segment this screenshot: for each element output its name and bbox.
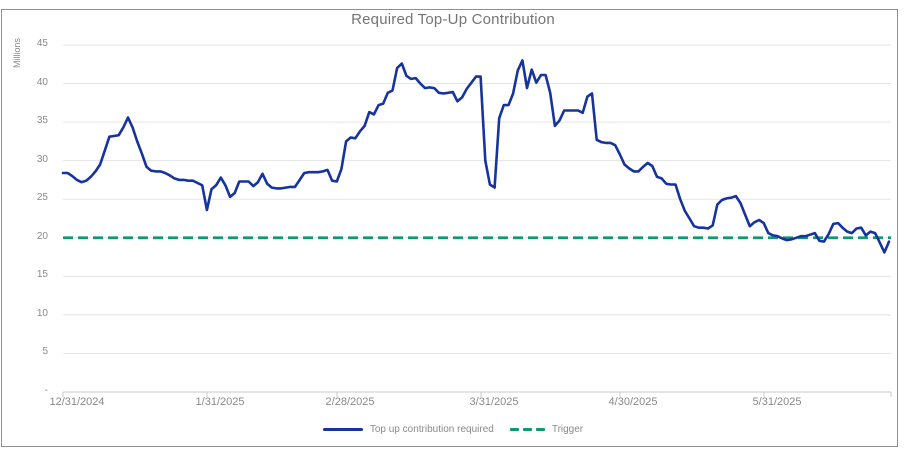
y-tick-label-25: 25	[36, 192, 48, 203]
legend-trigger-label: Trigger	[551, 424, 584, 435]
y-tick-label-15: 15	[36, 269, 48, 280]
x-tick-label-3: 2/28/2025	[325, 396, 375, 408]
y-tick-label-45: 45	[36, 38, 48, 49]
legend-item-trigger: Trigger	[509, 424, 584, 435]
trigger-dash-swatch-icon	[509, 427, 545, 432]
y-tick-label-20: 20	[36, 231, 48, 242]
y-tick-label-35: 35	[36, 115, 48, 126]
x-tick-label-6: 5/31/2025	[752, 396, 802, 408]
y-tick-label-40: 40	[36, 77, 48, 88]
x-tick-label-4: 3/31/2025	[469, 396, 519, 408]
y-tick-label-10: 10	[36, 308, 48, 319]
y-tick-label-30: 30	[36, 154, 48, 165]
chart-title: Required Top-Up Contribution	[351, 11, 555, 28]
legend-series-label: Top up contribution required	[369, 424, 494, 435]
y-tick-label-5: 5	[42, 346, 48, 357]
series-line-swatch-icon	[322, 428, 363, 431]
x-tick-label-2: 1/31/2025	[195, 396, 245, 408]
x-tick-label-5: 4/30/2025	[608, 396, 658, 408]
y-tick-label-0: -	[44, 385, 48, 396]
x-tick-label-1: 12/31/2024	[49, 396, 105, 408]
legend: Top up contribution required Trigger	[0, 424, 906, 435]
legend-item-series: Top up contribution required	[322, 424, 494, 435]
